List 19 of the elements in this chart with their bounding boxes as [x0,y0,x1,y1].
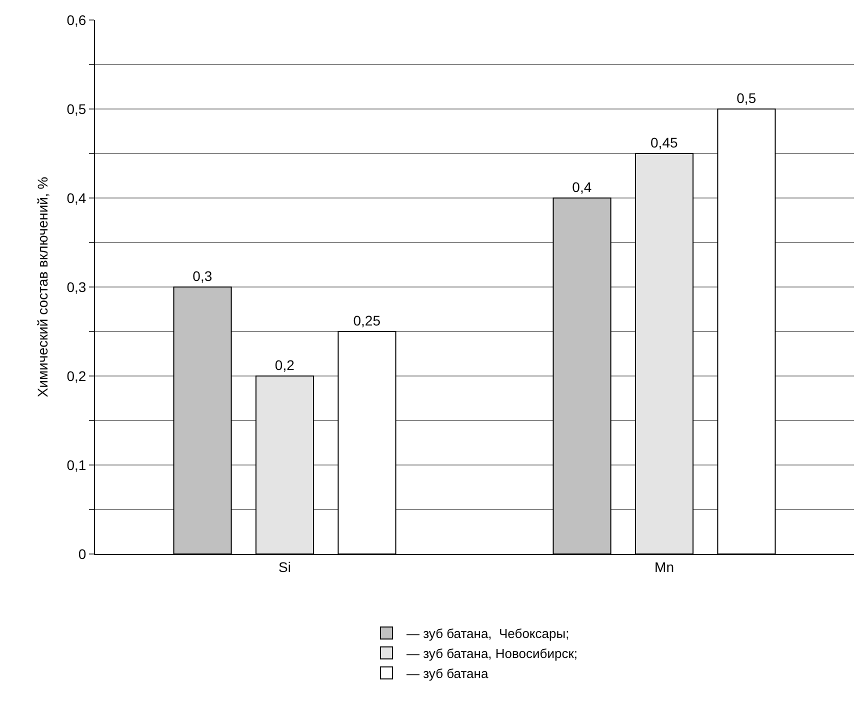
data-label: 0,5 [736,90,756,106]
data-label: 0,4 [572,179,592,195]
data-label: 0,25 [353,312,381,328]
y-tick-label: 0,2 [66,368,86,384]
y-tick-label: 0 [78,546,86,562]
y-tick-label: 0,1 [66,456,86,473]
data-label: 0,2 [274,357,295,373]
legend-label: — зуб батана, Чебоксары; [406,626,570,642]
y-tick-label: 0,4 [66,190,86,206]
y-tick-label: 0,3 [66,278,86,295]
legend-label: — зуб батана, Новосибирск; [406,646,578,661]
data-label: 0,3 [192,268,212,284]
x-tick-label: Si [278,558,291,575]
y-axis-title: Химический состав включений, % [34,176,50,398]
x-tick-label: Mn [654,558,674,575]
y-tick-label: 0,5 [66,100,86,117]
legend-label: — зуб батана [406,666,489,681]
data-label: 0,45 [650,134,678,150]
y-tick-label: 0,6 [66,12,86,28]
